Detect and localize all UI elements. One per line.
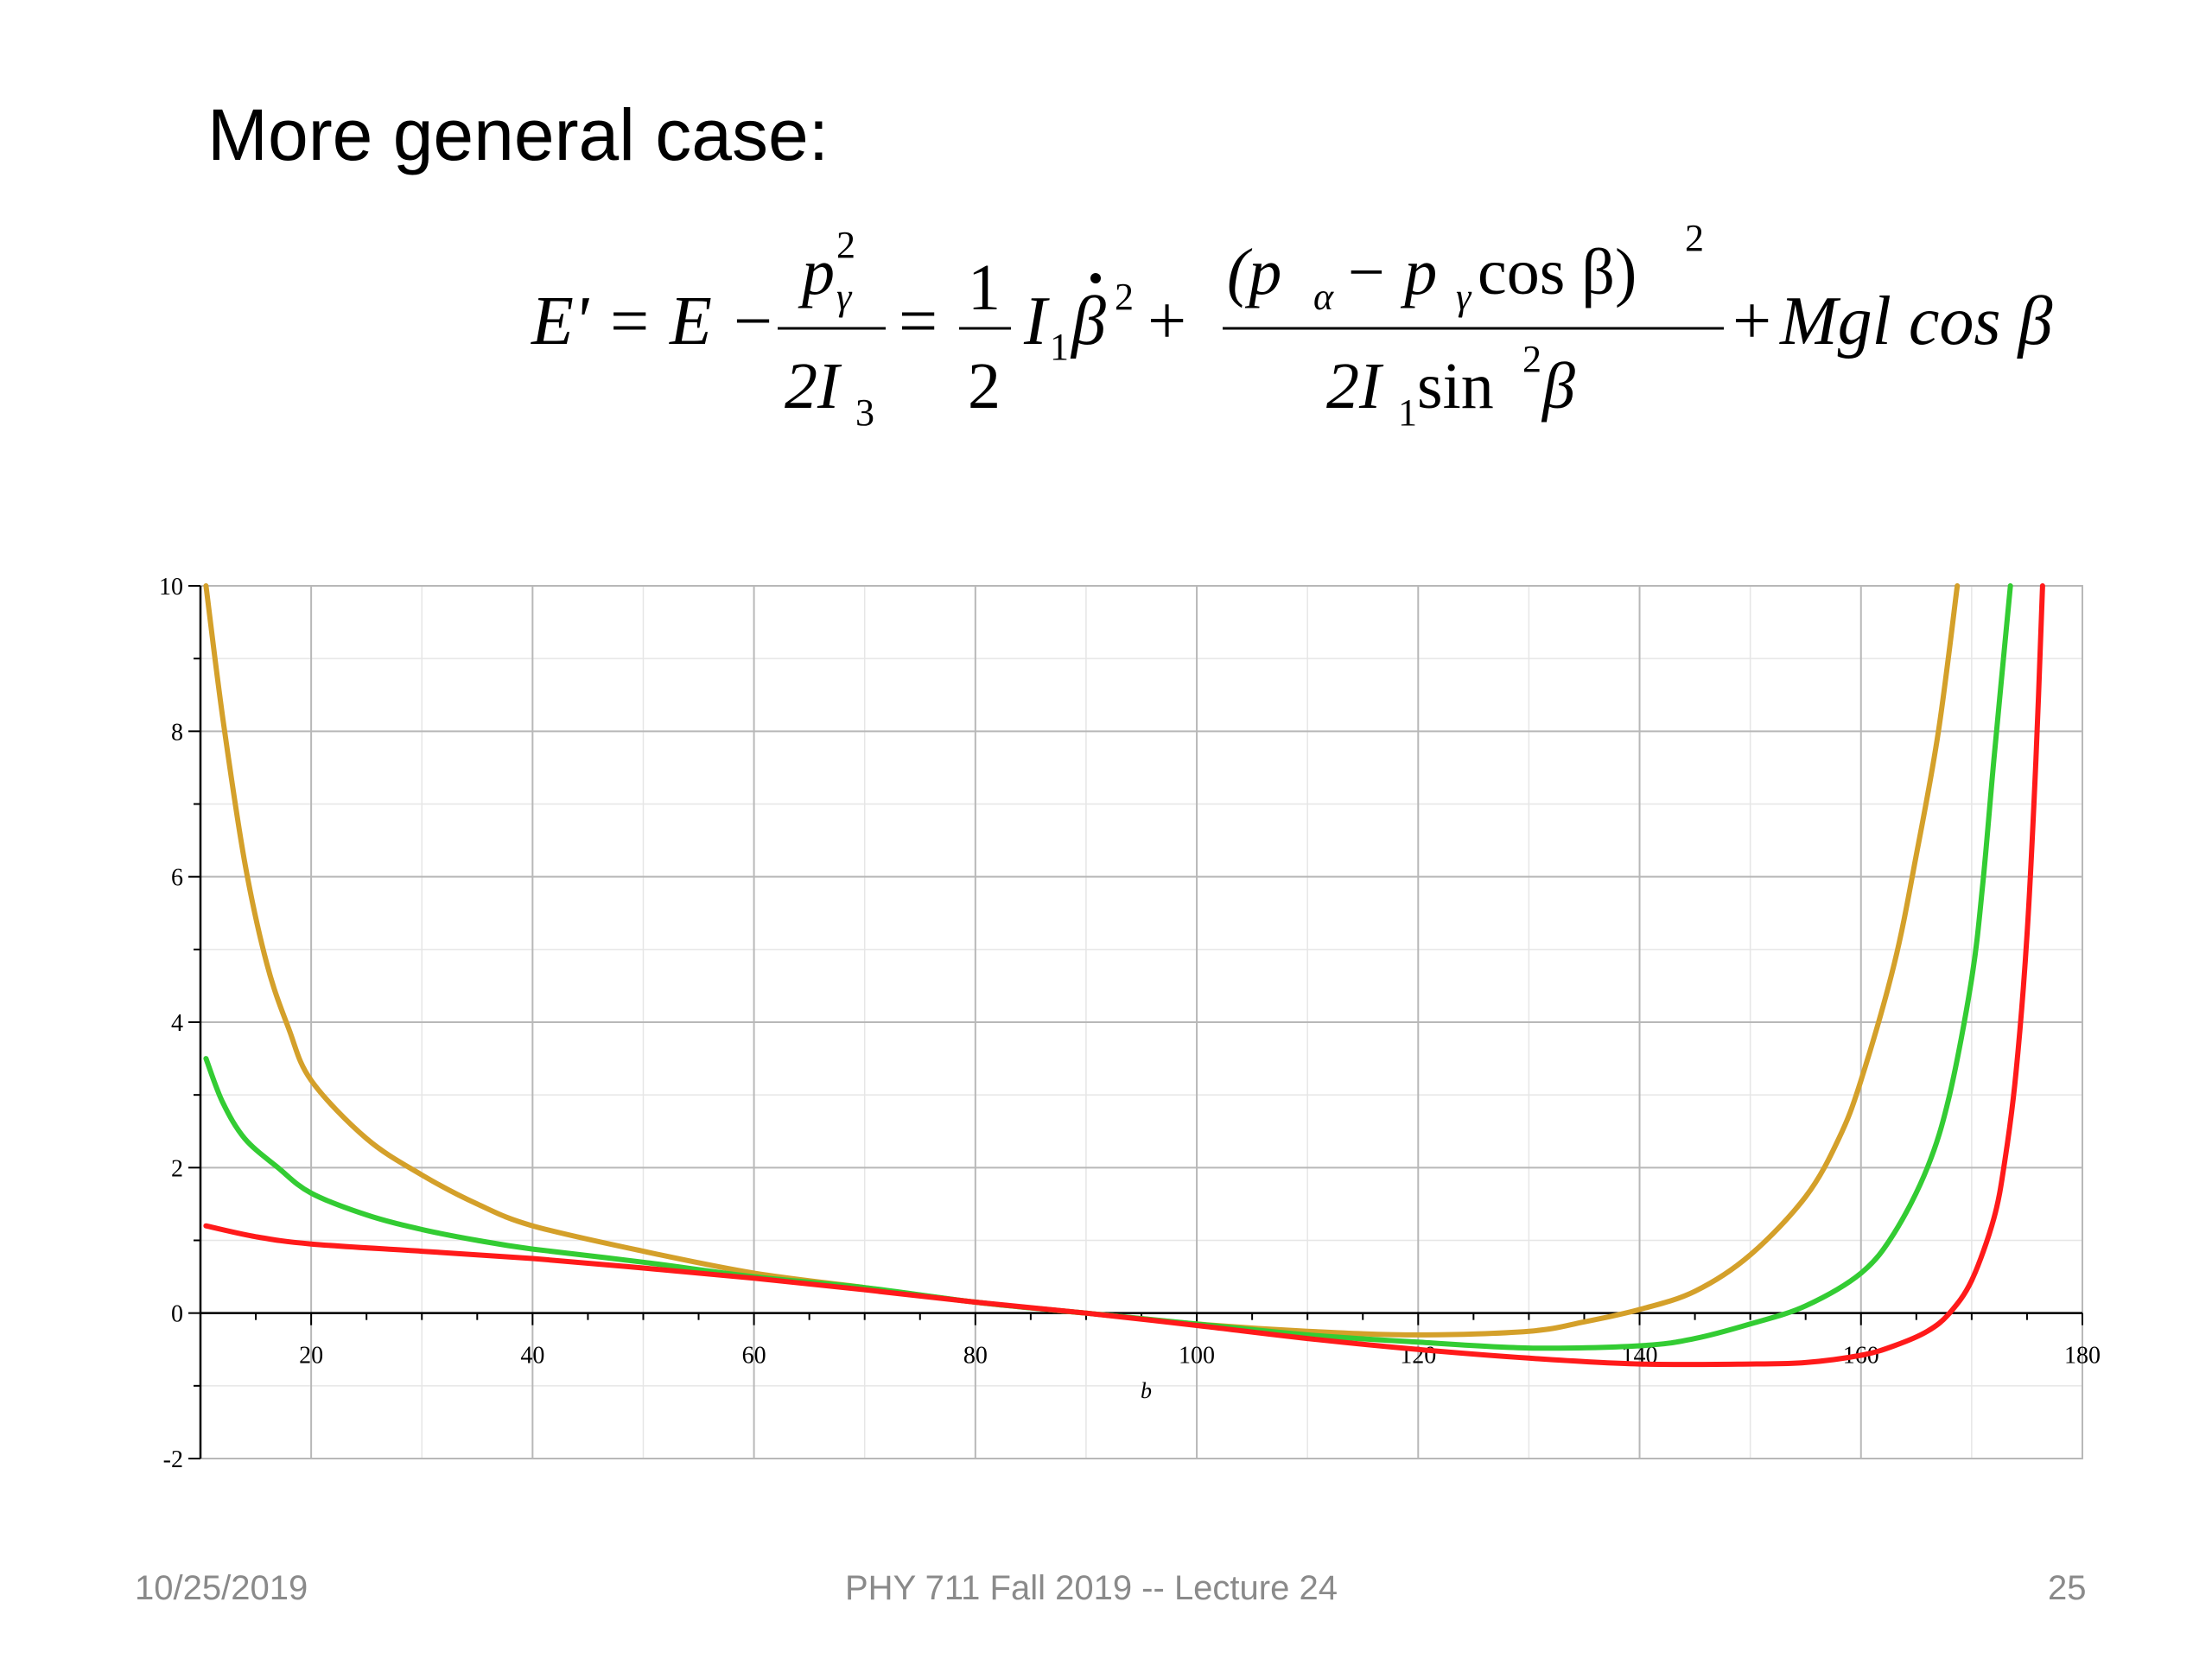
x-axis-label: b xyxy=(1141,1378,1152,1403)
eq-frac1-den: 2I xyxy=(785,350,842,423)
eq-frac2-num-end: cos β) xyxy=(1478,236,1637,308)
slide-heading: More general case: xyxy=(207,94,830,175)
axes xyxy=(188,585,2083,1459)
eq-frac2-den-beta: β xyxy=(1541,350,1575,423)
eq-half-num: 1 xyxy=(968,251,1001,324)
eq-term1-sub: 1 xyxy=(1050,326,1069,368)
footer-date: 10/25/2019 xyxy=(135,1569,308,1607)
eq-frac2-den-sup: 2 xyxy=(1522,338,1541,380)
x-tick-label: 40 xyxy=(520,1343,544,1370)
eq-term1: I xyxy=(1023,283,1050,359)
eq-tail: Mgl cos β xyxy=(1779,283,2053,359)
eq-frac2-den-end: sin xyxy=(1417,350,1494,423)
series-lines xyxy=(203,583,2045,1368)
eq-term1-sup: 2 xyxy=(1115,276,1134,318)
eq-frac2-num-sub-g: γ xyxy=(1456,276,1472,318)
footer-title: PHY 711 Fall 2019 -- Lecture 24 xyxy=(845,1569,1338,1607)
series-line-2 xyxy=(203,583,2013,1351)
y-tick-label: 2 xyxy=(171,1155,183,1182)
eq-frac2-num: (p xyxy=(1227,236,1281,308)
y-tick-label: 4 xyxy=(171,1010,183,1037)
page-number: 25 xyxy=(2048,1569,2087,1607)
eq-frac2-num-sup: 2 xyxy=(1685,217,1704,259)
eq-lhs: E' = E − xyxy=(531,283,776,359)
y-tick-label: -2 xyxy=(163,1446,183,1473)
x-tick-label: 20 xyxy=(299,1343,323,1370)
x-tick-label: 180 xyxy=(2064,1343,2101,1370)
y-tick-label: 0 xyxy=(171,1301,183,1328)
series-line-1 xyxy=(203,583,1961,1338)
eq-frac2-num-mid: − p xyxy=(1344,236,1437,308)
eq-frac1-num: p xyxy=(798,236,835,308)
y-tick-label: 8 xyxy=(171,719,183,746)
eq-term1-dot xyxy=(1090,273,1101,283)
eq-equals: = xyxy=(899,283,938,359)
x-tick-label: 60 xyxy=(742,1343,766,1370)
x-tick-label: 100 xyxy=(1179,1343,1215,1370)
eq-frac2-den: 2I xyxy=(1326,350,1384,423)
major-grid xyxy=(200,585,2083,1459)
eq-frac2-den-sub: 1 xyxy=(1398,391,1417,434)
series-line-3 xyxy=(203,583,2045,1368)
eq-frac2-num-sub-a: α xyxy=(1313,276,1334,318)
eq-frac1-den-sub: 3 xyxy=(855,391,874,434)
eq-term1-beta: β xyxy=(1070,283,1106,359)
eq-frac1-num-sup: 2 xyxy=(836,224,855,266)
eq-half-den: 2 xyxy=(968,350,1001,423)
energy-equation: E' = E − p 2 γ 2I 3 = 1 2 I 1 β 2 + (p α… xyxy=(531,217,2053,434)
eq-plus1: + xyxy=(1147,283,1186,359)
y-tick-label: 10 xyxy=(159,574,183,601)
y-tick-label: 6 xyxy=(171,865,183,892)
eq-plus2: + xyxy=(1732,283,1771,359)
eq-frac1-num-sub: γ xyxy=(836,276,853,318)
x-tick-label: 80 xyxy=(963,1343,988,1370)
